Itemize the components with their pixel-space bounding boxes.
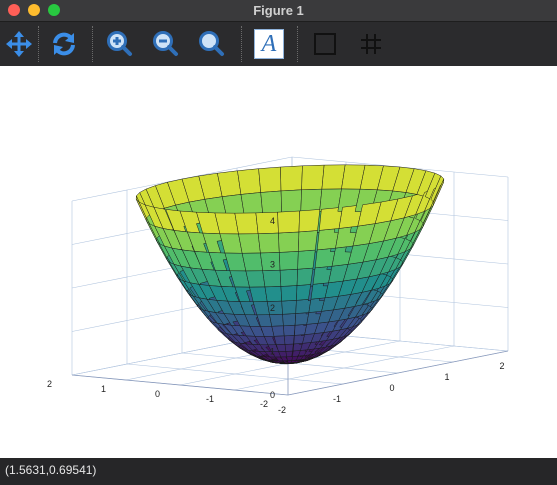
grid-icon <box>361 34 381 54</box>
surface-face <box>280 189 302 214</box>
y-tick-label: 2 <box>47 379 52 389</box>
surface-face <box>260 190 282 215</box>
y-axis-line <box>71 374 289 396</box>
z-tick-label: 3 <box>270 260 275 270</box>
zoom-window-button[interactable] <box>48 4 60 16</box>
surface-face <box>283 324 296 337</box>
surface-face <box>301 164 325 191</box>
y-tick-label: -2 <box>260 399 268 409</box>
z-tick-label: 4 <box>270 216 275 226</box>
surface-face <box>264 286 282 302</box>
rotate-icon <box>53 32 75 56</box>
close-button[interactable] <box>8 4 20 16</box>
plot-canvas[interactable]: 0 1 2 3 4 -2 -1 0 1 2 -2 -1 0 1 2 <box>0 66 557 458</box>
zoom-in-icon <box>107 31 132 56</box>
surface-face <box>269 314 284 327</box>
surface-face <box>245 270 266 288</box>
z-tick-label: 0 <box>270 390 275 400</box>
surface-face <box>286 356 293 361</box>
surface-face <box>238 233 261 254</box>
text-a-icon: A <box>254 29 284 59</box>
y-tick-label: -1 <box>206 394 214 404</box>
y-tick-label: 0 <box>155 389 160 399</box>
zoom-auto-button[interactable] <box>195 28 227 60</box>
minimize-button[interactable] <box>28 4 40 16</box>
surface-face <box>262 269 282 288</box>
pan-arrows-icon <box>6 31 32 57</box>
surface-face <box>234 212 259 235</box>
surface-face <box>433 178 445 206</box>
surface-face <box>255 211 279 235</box>
axes-box-button[interactable] <box>309 28 341 60</box>
box-icon <box>314 33 336 55</box>
surface-face <box>258 166 282 193</box>
x-tick-label: -1 <box>333 394 341 404</box>
surface-face <box>282 313 297 327</box>
x-tick-label: 1 <box>444 372 449 382</box>
text-a-glyph: A <box>261 31 277 57</box>
window-title: Figure 1 <box>253 3 304 18</box>
surface-face <box>278 231 300 253</box>
surface-face <box>237 168 261 195</box>
zoom-out-button[interactable] <box>149 28 181 60</box>
figure-toolbar: A <box>0 22 557 66</box>
surface-face <box>321 164 346 190</box>
rotate-button[interactable] <box>48 28 80 60</box>
surface-face <box>279 268 298 287</box>
zoom-out-icon <box>153 31 178 56</box>
surface-face <box>283 335 295 345</box>
surface-face <box>300 188 323 213</box>
x-tick-label: 0 <box>389 383 394 393</box>
status-bar: (1.5631,0.69541) <box>0 458 557 485</box>
z-tick-label: 2 <box>270 303 275 313</box>
x-axis-line <box>287 350 509 396</box>
z-tick-label: 1 <box>270 347 275 357</box>
text-button[interactable]: A <box>253 28 285 60</box>
x-tick-label: -2 <box>278 405 286 415</box>
y-tick-label: 1 <box>101 384 106 394</box>
surface-face <box>295 298 312 314</box>
surface-face <box>241 252 263 272</box>
pan-button[interactable] <box>3 28 35 60</box>
surface-face <box>277 210 300 234</box>
surface-face <box>257 232 280 254</box>
surface-face <box>280 285 298 302</box>
surface-face <box>281 300 297 315</box>
surface-mesh <box>135 164 445 365</box>
surface-face <box>271 325 285 337</box>
window-titlebar: Figure 1 <box>0 0 557 22</box>
surface-plot[interactable]: 0 1 2 3 4 -2 -1 0 1 2 -2 -1 0 1 2 <box>0 66 557 458</box>
cursor-coordinates: (1.5631,0.69541) <box>5 463 97 477</box>
zoom-icon <box>199 31 224 56</box>
surface-face <box>280 165 303 192</box>
zoom-in-button[interactable] <box>103 28 135 60</box>
surface-face <box>278 251 299 271</box>
axis-ticks: 0 1 2 3 4 -2 -1 0 1 2 -2 -1 0 1 2 <box>47 216 505 415</box>
grid-toggle-button[interactable] <box>355 28 387 60</box>
x-tick-label: 2 <box>499 361 504 371</box>
